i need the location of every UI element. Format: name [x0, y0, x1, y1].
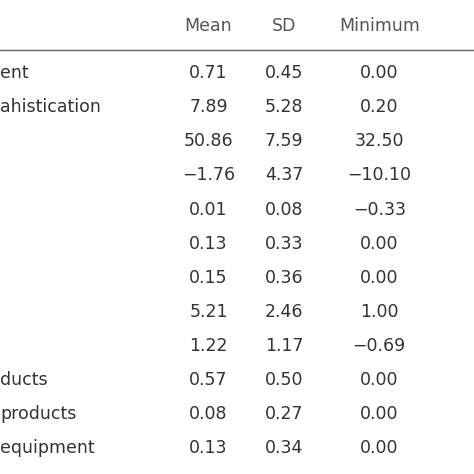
Text: 0.20: 0.20 [360, 98, 399, 116]
Text: 0.13: 0.13 [189, 439, 228, 457]
Text: 0.00: 0.00 [360, 235, 399, 253]
Text: SD: SD [272, 17, 297, 35]
Text: 0.15: 0.15 [189, 269, 228, 287]
Text: −1.76: −1.76 [182, 166, 235, 184]
Text: 32.50: 32.50 [355, 132, 404, 150]
Text: 7.59: 7.59 [265, 132, 304, 150]
Text: 0.27: 0.27 [265, 405, 304, 423]
Text: equipment: equipment [0, 439, 95, 457]
Text: 0.00: 0.00 [360, 405, 399, 423]
Text: 0.00: 0.00 [360, 64, 399, 82]
Text: 0.13: 0.13 [189, 235, 228, 253]
Text: 0.01: 0.01 [189, 201, 228, 219]
Text: −10.10: −10.10 [347, 166, 411, 184]
Text: products: products [0, 405, 76, 423]
Text: 7.89: 7.89 [189, 98, 228, 116]
Text: 1.22: 1.22 [189, 337, 228, 355]
Text: 0.57: 0.57 [189, 371, 228, 389]
Text: 1.00: 1.00 [360, 303, 399, 321]
Text: 0.50: 0.50 [265, 371, 304, 389]
Text: 0.00: 0.00 [360, 439, 399, 457]
Text: 2.46: 2.46 [265, 303, 304, 321]
Text: 0.36: 0.36 [265, 269, 304, 287]
Text: Mean: Mean [185, 17, 232, 35]
Text: 5.28: 5.28 [265, 98, 304, 116]
Text: Minimum: Minimum [339, 17, 419, 35]
Text: −0.33: −0.33 [353, 201, 406, 219]
Text: −0.69: −0.69 [353, 337, 406, 355]
Text: 4.37: 4.37 [265, 166, 303, 184]
Text: 1.17: 1.17 [265, 337, 304, 355]
Text: 0.08: 0.08 [189, 405, 228, 423]
Text: 0.00: 0.00 [360, 371, 399, 389]
Text: 0.00: 0.00 [360, 269, 399, 287]
Text: 0.08: 0.08 [265, 201, 304, 219]
Text: ducts: ducts [0, 371, 47, 389]
Text: ahistication: ahistication [0, 98, 101, 116]
Text: 0.33: 0.33 [265, 235, 304, 253]
Text: 0.34: 0.34 [265, 439, 303, 457]
Text: 0.45: 0.45 [265, 64, 303, 82]
Text: ent: ent [0, 64, 28, 82]
Text: 0.71: 0.71 [189, 64, 228, 82]
Text: 50.86: 50.86 [184, 132, 233, 150]
Text: 5.21: 5.21 [189, 303, 228, 321]
